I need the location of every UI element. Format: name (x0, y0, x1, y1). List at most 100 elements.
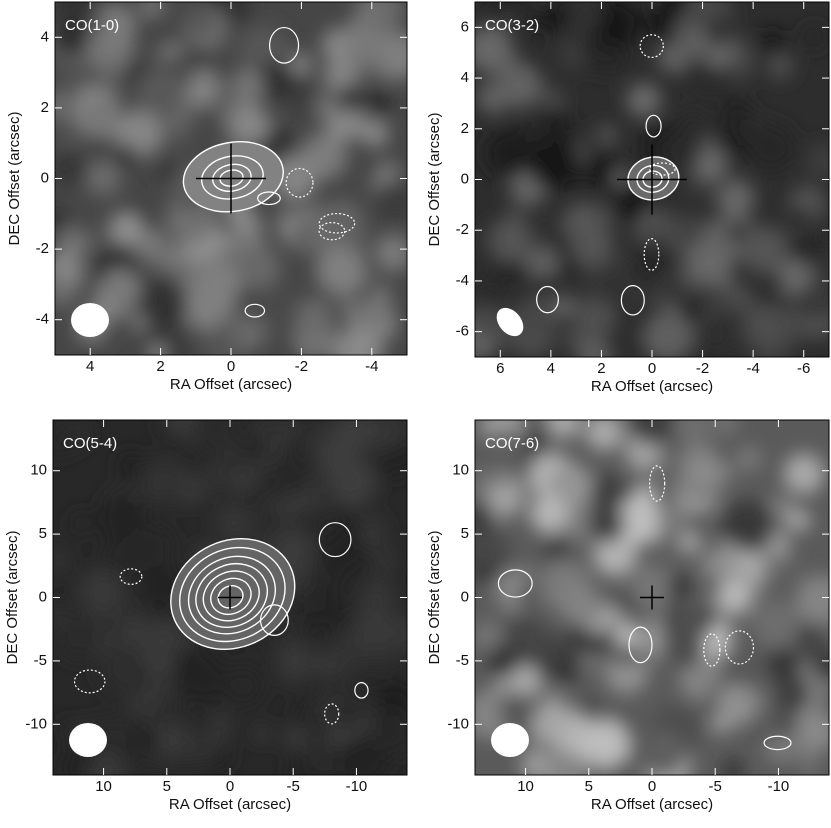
y-tick-label: 4 (41, 28, 49, 45)
noise-blob (475, 300, 507, 339)
noise-blob (295, 298, 333, 335)
contour (202, 570, 260, 622)
noise-blob (363, 293, 386, 317)
noise-blob (373, 552, 394, 573)
contour (195, 563, 268, 628)
noise-blob (475, 620, 504, 652)
map-noise (53, 420, 407, 775)
noise-blob (613, 593, 635, 614)
noise-blob (337, 85, 365, 113)
noise-blob (359, 51, 383, 75)
noise-blob (679, 531, 703, 554)
y-tick-label: 2 (41, 99, 49, 116)
contour (244, 303, 266, 318)
noise-blob (716, 179, 755, 218)
noise-blob (165, 420, 199, 437)
y-tick-label: 5 (461, 525, 469, 542)
contour (211, 163, 252, 192)
noise-blob (524, 245, 560, 281)
noise-blob (349, 233, 371, 254)
noise-blob (360, 4, 382, 26)
noise-blob (243, 436, 268, 461)
noise-blob (563, 327, 586, 350)
panel-label: CO(5-4) (63, 435, 117, 452)
noise-blob (765, 647, 800, 682)
noise-blob (188, 46, 208, 66)
noise-blob (770, 495, 792, 517)
contour (73, 669, 106, 694)
noise-blob (283, 725, 308, 750)
noise-blob (795, 574, 829, 626)
x-tick-label: 5 (163, 778, 171, 795)
noise-blob (547, 463, 593, 508)
noise-blob (715, 541, 740, 566)
x-tick-label: -4 (365, 358, 378, 375)
y-tick-label: -10 (25, 715, 47, 732)
noise-blob (784, 507, 809, 532)
noise-blob (236, 246, 281, 291)
noise-blob (359, 514, 387, 542)
y-tick-label: 0 (461, 170, 469, 187)
noise-blob (598, 126, 616, 144)
y-axis-label: DEC Offset (arcsec) (6, 112, 23, 246)
x-tick-label: 10 (517, 778, 534, 795)
contour (257, 191, 281, 206)
noise-blob (569, 2, 604, 30)
noise-blob (557, 39, 588, 71)
noise-blob (55, 207, 68, 232)
noise-blob (79, 98, 121, 140)
x-tick-label: -2 (696, 360, 709, 377)
noise-blob (475, 501, 494, 536)
noise-blob (570, 223, 614, 267)
noise-blob (543, 420, 582, 440)
noise-blob (783, 453, 825, 495)
noise-blob (53, 427, 74, 458)
noise-blob (323, 57, 360, 94)
y-tick-label: 0 (39, 588, 47, 605)
noise-blob (348, 326, 375, 353)
contour (318, 212, 356, 234)
noise-blob (368, 708, 407, 757)
x-tick-label: 4 (86, 358, 94, 375)
noise-blob (745, 121, 797, 174)
noise-blob (108, 648, 147, 687)
y-axis-label: DEC Offset (arcsec) (426, 113, 443, 247)
noise-blob (116, 450, 145, 480)
noise-blob (585, 420, 624, 451)
noise-blob (101, 65, 122, 86)
noise-blob (538, 218, 558, 239)
x-tick-label: 2 (156, 358, 164, 375)
contour (636, 164, 670, 193)
noise-blob (317, 200, 365, 247)
noise-blob (298, 508, 316, 526)
x-tick-label: -5 (287, 778, 300, 795)
noise-blob (366, 275, 383, 292)
contour (187, 555, 277, 635)
y-tick-label: 0 (461, 588, 469, 605)
panel: CO(5-4) 10 5 0 -5 -10 -10 -5 0 5 10 RA Offset (arcs… (4, 419, 408, 813)
noise-blob (573, 296, 617, 339)
noise-blob (490, 422, 520, 451)
noise-blob (128, 62, 146, 80)
panel-label: CO(3-2) (485, 17, 539, 34)
x-tick-label: 2 (597, 360, 605, 377)
beam (491, 723, 529, 757)
contour (627, 156, 680, 201)
noise-blob (721, 758, 745, 775)
y-axis-label: DEC Offset (arcsec) (426, 531, 443, 665)
noise-blob (553, 294, 575, 317)
noise-blob (141, 239, 170, 268)
y-tick-label: 2 (461, 120, 469, 137)
noise-blob (502, 699, 533, 730)
noise-blob (253, 725, 271, 743)
contour (119, 568, 143, 585)
noise-blob (58, 155, 89, 185)
noise-blob (543, 535, 571, 563)
noise-blob (723, 133, 746, 156)
y-tick-label: 4 (461, 69, 469, 86)
noise-blob (317, 440, 358, 480)
noise-blob (681, 455, 721, 495)
contour (645, 114, 662, 138)
contour (497, 569, 533, 598)
noise-blob (621, 734, 652, 765)
